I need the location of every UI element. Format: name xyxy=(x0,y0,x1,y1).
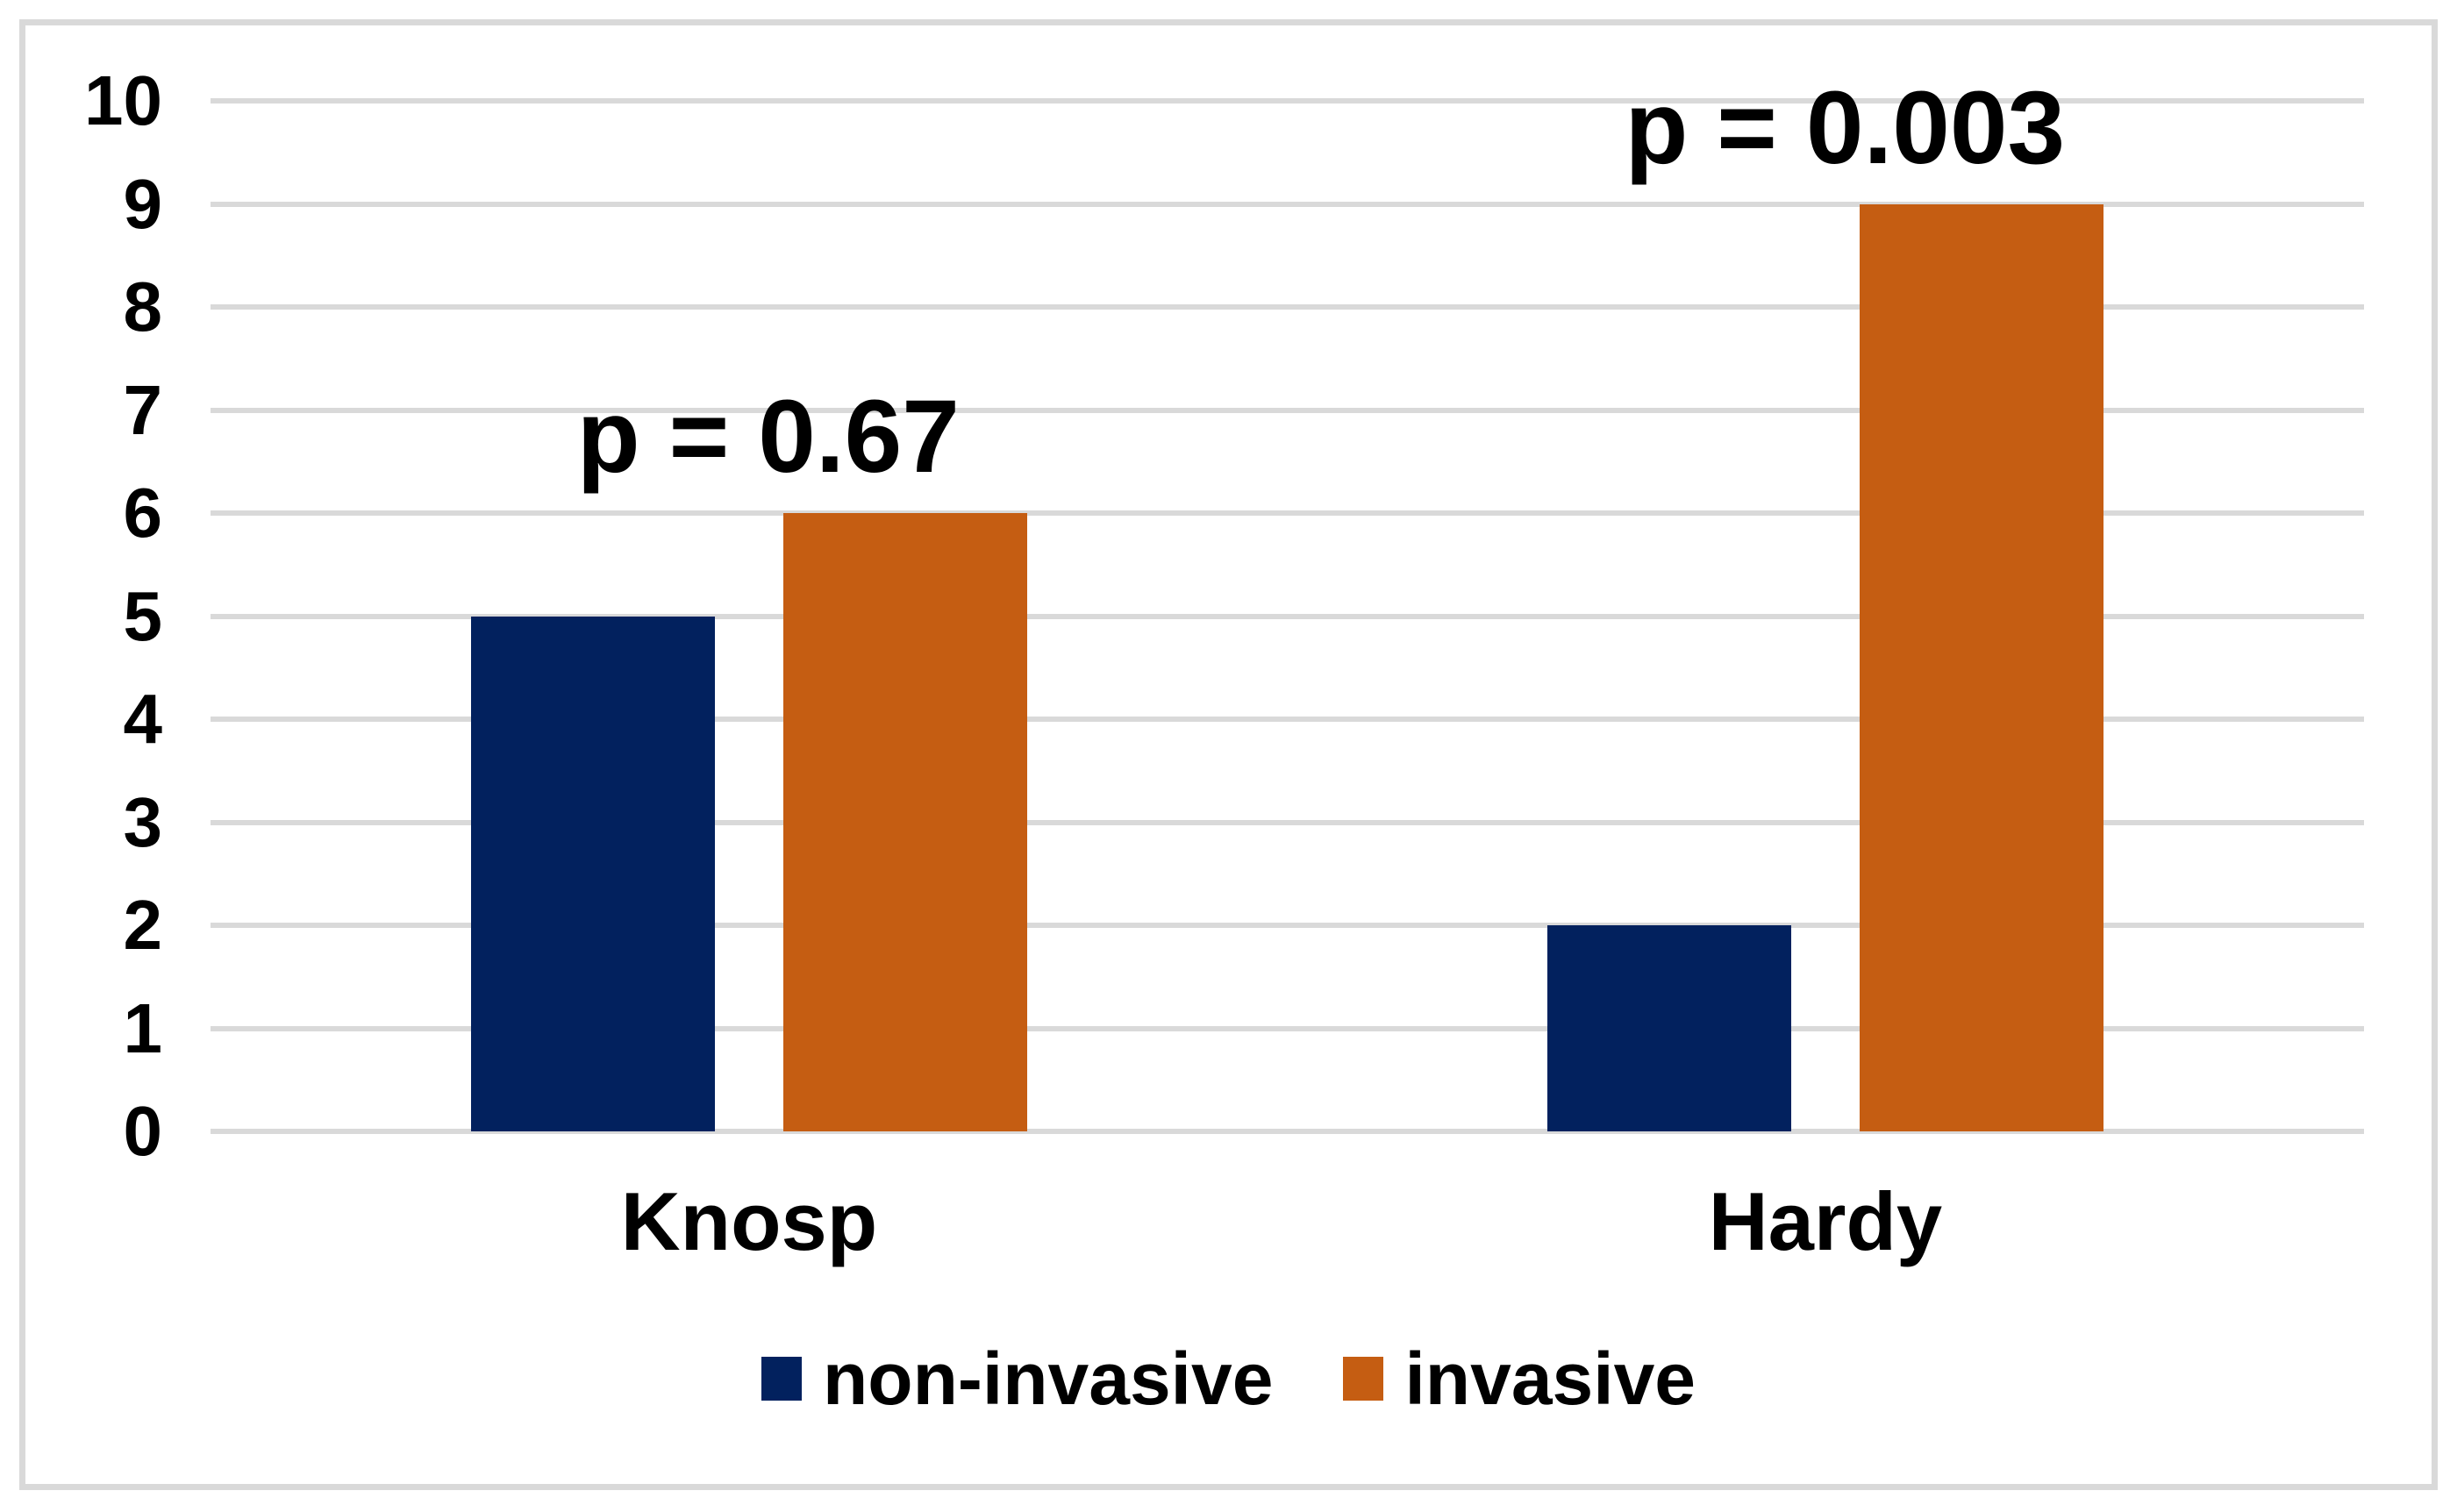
y-axis-tick-label-7: 7 xyxy=(123,370,163,449)
y-axis-tick-label-6: 6 xyxy=(123,474,163,552)
x-axis-label-knosp: Knosp xyxy=(620,1175,878,1267)
y-axis-tick-label-4: 4 xyxy=(123,680,163,758)
gridline-y-3 xyxy=(211,819,2364,825)
gridline-y-9 xyxy=(211,201,2364,207)
y-axis-tick-label-5: 5 xyxy=(123,576,163,655)
p-value-annotation-hardy: p = 0.003 xyxy=(1625,69,2066,186)
y-axis-tick-label-1: 1 xyxy=(123,988,163,1067)
p-value-annotation-knosp: p = 0.67 xyxy=(576,379,960,495)
bar-hardy-non-invasive xyxy=(1547,925,1792,1131)
legend-label-invasive: invasive xyxy=(1404,1337,1696,1420)
legend-label-non-invasive: non-invasive xyxy=(822,1337,1274,1420)
gridline-y-5 xyxy=(211,613,2364,619)
gridline-y-6 xyxy=(211,510,2364,516)
bar-knosp-invasive xyxy=(782,513,1027,1131)
legend-item-non-invasive: non-invasive xyxy=(761,1342,1273,1416)
y-axis-tick-label-8: 8 xyxy=(123,267,163,346)
legend-swatch-invasive-icon xyxy=(1343,1357,1384,1401)
legend: non-invasive invasive xyxy=(0,1342,2457,1416)
plot-area: p = 0.67 p = 0.003 xyxy=(211,76,2364,1131)
legend-swatch-non-invasive-icon xyxy=(761,1357,802,1401)
gridline-y-8 xyxy=(211,304,2364,310)
gridline-y-2 xyxy=(211,923,2364,928)
y-axis-tick-label-10: 10 xyxy=(84,61,162,139)
y-axis-tick-label-0: 0 xyxy=(123,1092,163,1170)
gridline-y-0 xyxy=(211,1129,2364,1134)
x-axis-label-hardy: Hardy xyxy=(1708,1175,1943,1267)
gridline-y-10 xyxy=(211,98,2364,103)
y-axis-tick-label-3: 3 xyxy=(123,782,163,861)
gridline-y-7 xyxy=(211,407,2364,413)
bar-hardy-invasive xyxy=(1860,203,2104,1131)
bar-knosp-non-invasive xyxy=(470,616,715,1131)
y-axis-tick-label-2: 2 xyxy=(123,886,163,964)
legend-item-invasive: invasive xyxy=(1343,1342,1696,1416)
gridline-y-4 xyxy=(211,717,2364,722)
y-axis-tick-label-9: 9 xyxy=(123,164,163,243)
gridline-y-1 xyxy=(211,1025,2364,1031)
